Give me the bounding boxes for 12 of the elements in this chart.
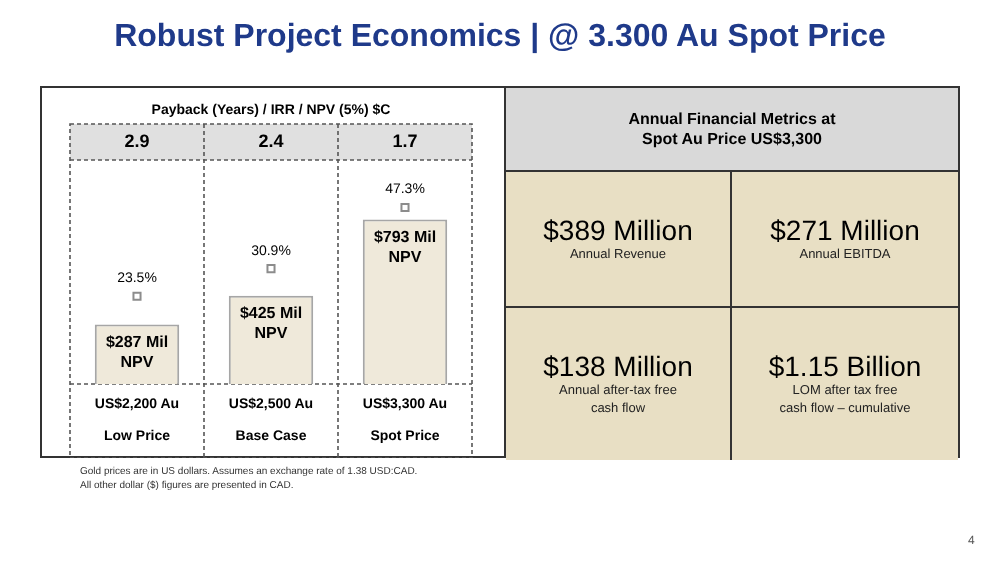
text: 2.4 bbox=[258, 130, 284, 151]
data-label: $793 Mil NPV bbox=[373, 227, 437, 266]
text: $1.15 Billion bbox=[768, 350, 922, 382]
chart-title: Robust Project Economics | @ 3.300 Au Spot Price bbox=[112, 20, 888, 56]
data-label: $287 Mil NPV bbox=[105, 332, 169, 371]
text: Annual Financial Metrics at Spot Au Price US$3,300 bbox=[506, 88, 958, 172]
text: $271 Million bbox=[770, 214, 920, 246]
text: 1.7 bbox=[392, 130, 418, 151]
data-label: $425 Mil NPV bbox=[239, 304, 303, 343]
text: 2.9 bbox=[124, 130, 150, 151]
text: $138 Million bbox=[543, 350, 693, 382]
text: $389 Million bbox=[543, 214, 693, 246]
